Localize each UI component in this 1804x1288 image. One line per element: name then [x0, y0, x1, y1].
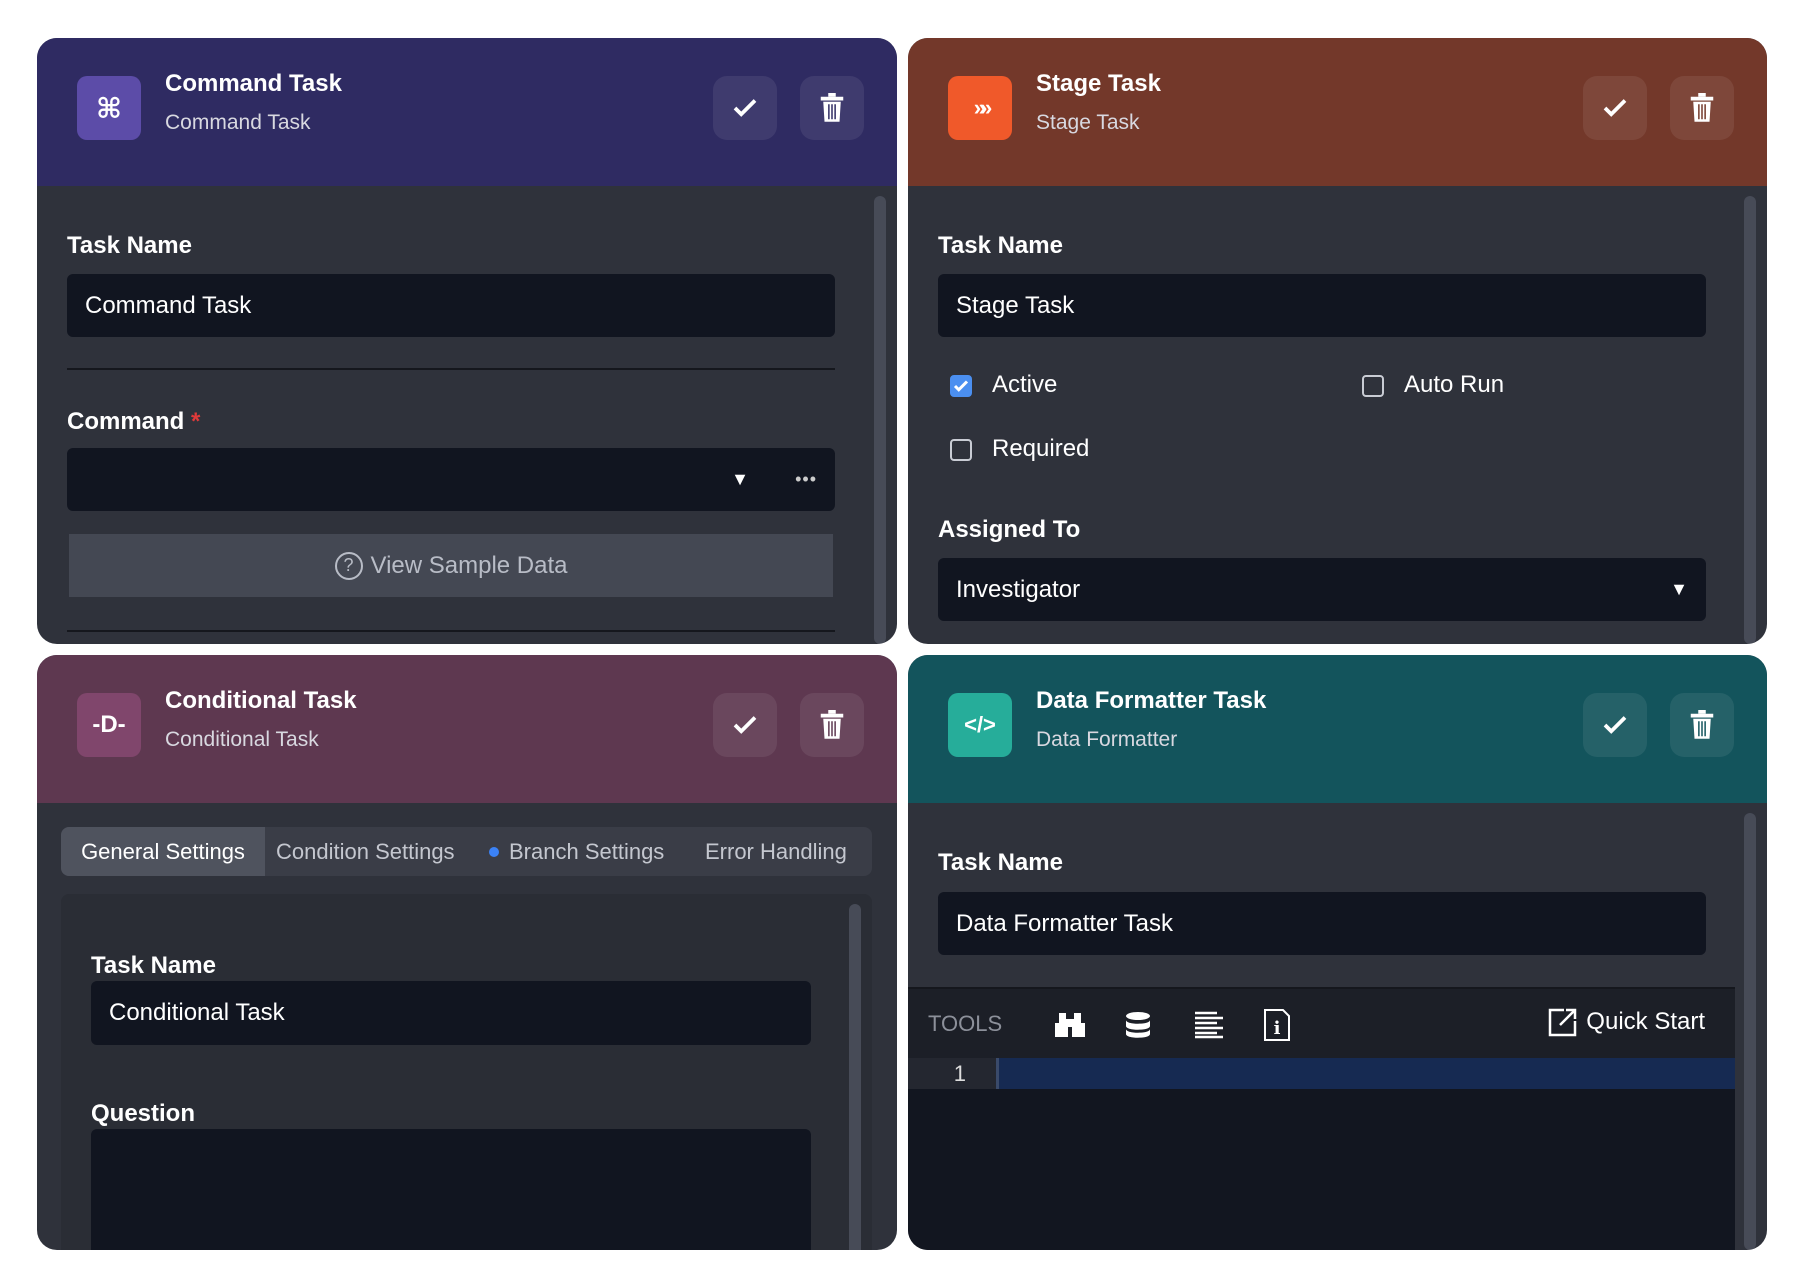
task-name-label: Task Name — [938, 232, 1063, 259]
trash-icon — [1690, 93, 1714, 122]
tab-error-handling[interactable]: Error Handling — [705, 838, 847, 864]
check-icon — [733, 716, 757, 734]
tools-label: TOOLS — [928, 1011, 1003, 1036]
command-label-text: Command — [67, 408, 185, 435]
delete-button[interactable] — [800, 76, 864, 140]
branch-icon: -D- — [77, 693, 141, 757]
settings-panel: Task Name Conditional Task Question — [61, 894, 872, 1250]
active-checkbox[interactable] — [950, 375, 972, 397]
active-label: Active — [992, 371, 1058, 398]
view-sample-data-label: View Sample Data — [370, 551, 568, 579]
settings-tabs: General Settings Condition Settings Bran… — [61, 827, 872, 876]
status-dot — [489, 846, 499, 857]
command-label: Command * — [67, 408, 200, 436]
editor-toolbar: TOOLS i Quick Start — [908, 987, 1735, 1058]
command-task-card: ⌘ Command Task Command Task Task Name Co… — [37, 38, 897, 644]
quick-start-button[interactable]: Quick Start — [1548, 1007, 1705, 1037]
required-mark: * — [191, 408, 201, 435]
card-title: Conditional Task — [165, 687, 357, 714]
binoculars-icon[interactable] — [1053, 1011, 1087, 1039]
confirm-button[interactable] — [1583, 693, 1647, 757]
card-subtitle: Conditional Task — [165, 728, 319, 751]
assigned-to-value: Investigator — [956, 575, 1081, 603]
trash-icon — [820, 710, 844, 739]
command-select[interactable]: ▼ ••• — [67, 448, 835, 511]
code-icon: </> — [948, 693, 1012, 757]
card-subtitle: Stage Task — [1036, 111, 1140, 134]
code-editor[interactable]: 1 — [908, 1058, 1735, 1250]
trash-icon — [1690, 710, 1714, 739]
task-name-label: Task Name — [938, 849, 1063, 876]
stage-task-card: »» Stage Task Stage Task Task Name Stage… — [908, 38, 1767, 644]
card-header: »» Stage Task Stage Task — [908, 38, 1767, 186]
command-icon: ⌘ — [77, 76, 141, 140]
divider — [67, 630, 835, 632]
card-subtitle: Command Task — [165, 111, 311, 134]
auto-run-checkbox[interactable] — [1362, 375, 1384, 397]
question-label: Question — [91, 1100, 196, 1127]
task-name-input[interactable]: Conditional Task — [91, 981, 811, 1045]
delete-button[interactable] — [800, 693, 864, 757]
card-title: Command Task — [165, 70, 342, 97]
external-link-icon — [1549, 1008, 1577, 1037]
scrollbar[interactable] — [1744, 813, 1756, 1250]
conditional-task-card: -D- Conditional Task Conditional Task Ge… — [37, 655, 897, 1250]
auto-run-label: Auto Run — [1404, 371, 1505, 398]
active-line — [996, 1058, 1735, 1089]
svg-text:i: i — [1274, 1018, 1281, 1039]
scrollbar[interactable] — [849, 904, 861, 1250]
tab-branch-settings[interactable]: Branch Settings — [477, 839, 697, 865]
delete-button[interactable] — [1670, 76, 1734, 140]
delete-button[interactable] — [1670, 693, 1734, 757]
quick-start-label: Quick Start — [1586, 1008, 1705, 1035]
tab-general-settings[interactable]: General Settings — [61, 827, 265, 876]
required-checkbox[interactable] — [950, 439, 972, 461]
card-header: </> Data Formatter Task Data Formatter — [908, 655, 1767, 803]
align-left-icon[interactable] — [1194, 1011, 1224, 1039]
card-header: ⌘ Command Task Command Task — [37, 38, 897, 186]
data-formatter-task-card: </> Data Formatter Task Data Formatter T… — [908, 655, 1767, 1250]
confirm-button[interactable] — [713, 76, 777, 140]
assigned-to-label: Assigned To — [938, 516, 1081, 543]
required-label: Required — [992, 435, 1090, 462]
database-icon[interactable] — [1124, 1011, 1152, 1039]
info-file-icon[interactable]: i — [1263, 1009, 1291, 1041]
check-icon — [953, 380, 969, 392]
line-gutter: 1 — [908, 1058, 996, 1089]
check-icon — [1603, 716, 1627, 734]
card-subtitle: Data Formatter — [1036, 728, 1178, 751]
task-name-label: Task Name — [91, 952, 216, 979]
confirm-button[interactable] — [713, 693, 777, 757]
task-name-input[interactable]: Stage Task — [938, 274, 1706, 337]
scrollbar[interactable] — [874, 196, 886, 644]
task-name-input[interactable]: Data Formatter Task — [938, 892, 1706, 955]
card-header: -D- Conditional Task Conditional Task — [37, 655, 897, 803]
view-sample-data-button[interactable]: ? View Sample Data — [69, 534, 833, 597]
divider — [67, 368, 835, 370]
assigned-to-select[interactable]: Investigator ▼ — [938, 558, 1706, 621]
tab-label: Branch Settings — [509, 838, 665, 864]
card-title: Data Formatter Task — [1036, 687, 1267, 714]
check-icon — [1603, 99, 1627, 117]
scrollbar[interactable] — [1744, 196, 1756, 644]
help-circle-icon: ? — [334, 551, 363, 580]
confirm-button[interactable] — [1583, 76, 1647, 140]
task-name-input[interactable]: Command Task — [67, 274, 835, 337]
double-chevron-icon: »» — [948, 76, 1012, 140]
trash-icon — [820, 93, 844, 122]
question-textarea[interactable] — [91, 1129, 811, 1250]
card-title: Stage Task — [1036, 70, 1161, 97]
task-name-label: Task Name — [67, 232, 192, 259]
more-options-button[interactable]: ••• — [795, 469, 817, 489]
tab-condition-settings[interactable]: Condition Settings — [276, 838, 455, 864]
chevron-down-icon: ▼ — [1670, 579, 1688, 599]
check-icon — [733, 99, 757, 117]
chevron-down-icon: ▼ — [731, 469, 749, 489]
